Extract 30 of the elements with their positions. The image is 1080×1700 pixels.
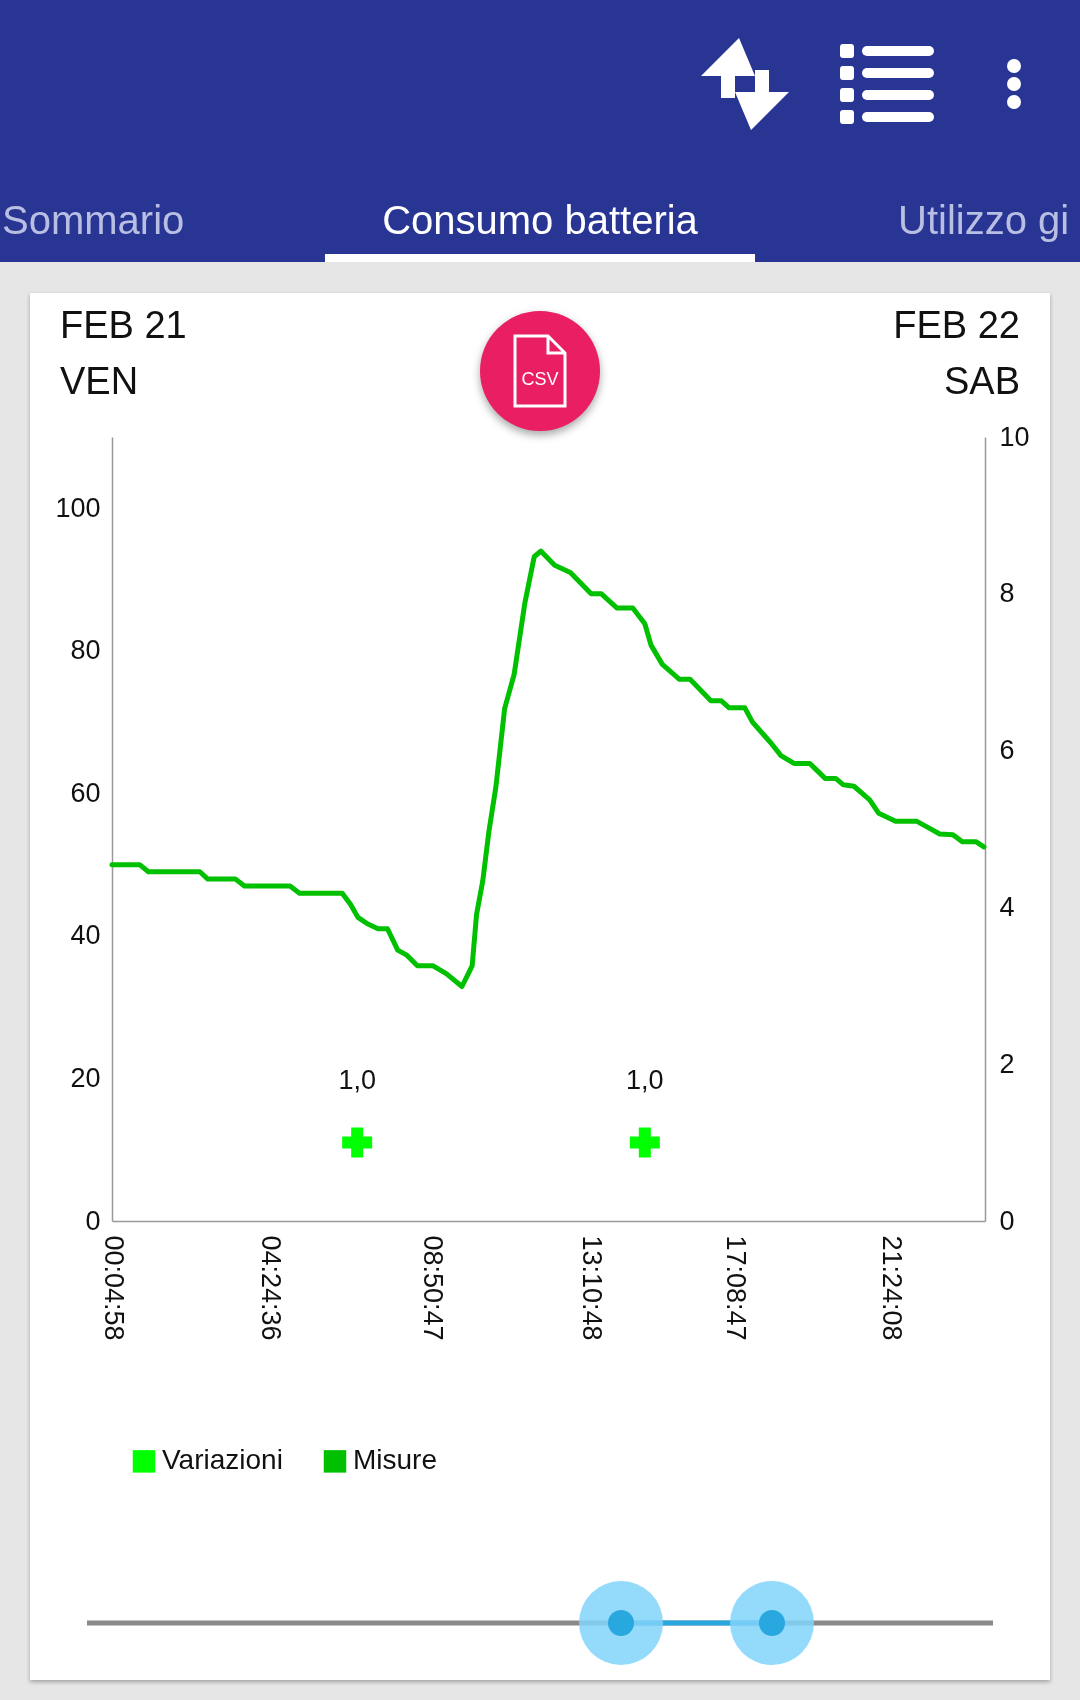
csv-file-icon: CSV	[480, 311, 600, 431]
y-tick-label: 40	[70, 920, 101, 951]
text: FEB 22	[893, 303, 1020, 348]
y-tick-label: 80	[70, 635, 101, 666]
y2-tick-label: 6	[999, 735, 1015, 766]
y-tick-label: 60	[70, 777, 101, 808]
data-label: 1,0	[338, 1064, 376, 1095]
text: SAB	[943, 359, 1020, 404]
y-tick-label: 100	[55, 492, 101, 523]
x-tick-label: 04:24:36	[256, 1235, 287, 1341]
y2-tick-label: 10	[999, 421, 1030, 452]
x-tick-label: 13:10:48	[576, 1235, 607, 1341]
text: FEB 21	[60, 303, 187, 348]
legend-label: Variazioni	[162, 1444, 283, 1476]
x-tick-label: 08:50:47	[418, 1235, 449, 1341]
y-tick-label: 0	[85, 1205, 101, 1236]
y2-tick-label: 2	[999, 1048, 1015, 1079]
x-tick-label: 21:24:08	[876, 1235, 907, 1341]
data-label: 1,0	[626, 1064, 664, 1095]
chart-title: Consumo batteria	[381, 198, 699, 243]
x-tick-label: 17:08:47	[721, 1235, 752, 1341]
text: Utilizzo gi	[898, 198, 1070, 243]
y2-tick-label: 8	[999, 578, 1015, 609]
y2-tick-label: 0	[999, 1205, 1015, 1236]
legend-label: Misure	[353, 1444, 438, 1476]
x-tick-label: 00:04:58	[98, 1235, 129, 1341]
y2-tick-label: 4	[999, 891, 1015, 922]
y-tick-label: 20	[70, 1062, 101, 1093]
text: Sommario	[2, 198, 185, 243]
text: VEN	[60, 359, 139, 404]
